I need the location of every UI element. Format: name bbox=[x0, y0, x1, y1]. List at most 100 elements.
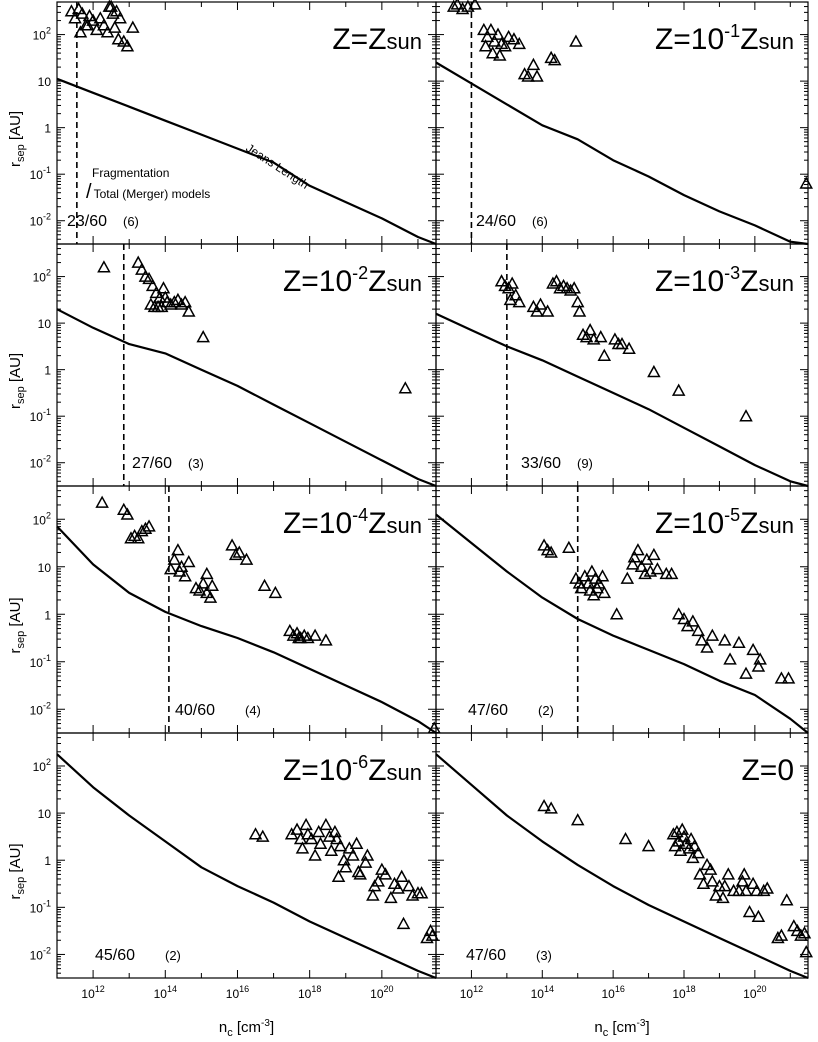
data-point bbox=[178, 569, 192, 582]
data-point bbox=[537, 798, 551, 812]
data-point bbox=[366, 888, 380, 901]
y-tick-label: 10-2 bbox=[30, 945, 51, 962]
data-point bbox=[797, 926, 812, 939]
data-point bbox=[647, 547, 661, 561]
data-point bbox=[331, 869, 346, 882]
x-axis-label: nc [cm-3] bbox=[594, 1018, 649, 1039]
fragmentation-count: 33/60 bbox=[521, 455, 561, 472]
data-point bbox=[705, 874, 720, 887]
fragmentation-count: 40/60 bbox=[175, 702, 215, 719]
merger-count: (6) bbox=[123, 214, 139, 229]
data-point bbox=[760, 881, 775, 894]
panel-3: Z=10-2Zsun 27/60 (3) 10-2 10-1 1 10 102 rsep [AU… bbox=[7, 243, 437, 488]
merger-count: (2) bbox=[538, 703, 554, 718]
data-point bbox=[593, 330, 608, 343]
data-point bbox=[622, 341, 636, 354]
data-point bbox=[131, 531, 145, 544]
data-point bbox=[200, 566, 214, 580]
data-point bbox=[493, 48, 507, 61]
fragmentation-count: 23/60 bbox=[67, 213, 107, 230]
data-point bbox=[742, 904, 757, 918]
data-point bbox=[131, 255, 145, 268]
data-point bbox=[299, 817, 313, 831]
merger-count: (3) bbox=[188, 456, 204, 471]
fragmentation-count: 47/60 bbox=[468, 702, 508, 719]
data-point bbox=[396, 916, 411, 930]
data-point bbox=[625, 557, 640, 570]
jeans-length-line bbox=[56, 525, 437, 734]
x-tick-label: 1016 bbox=[226, 984, 249, 1001]
data-point bbox=[737, 867, 751, 880]
data-point bbox=[349, 836, 364, 849]
jeans-length-line bbox=[56, 308, 437, 488]
data-point bbox=[268, 585, 283, 599]
data-point bbox=[671, 607, 686, 620]
data-point bbox=[703, 862, 718, 875]
data-point bbox=[97, 18, 111, 31]
x-tick-label: 1018 bbox=[672, 984, 695, 1001]
data-point bbox=[232, 545, 247, 558]
data-point bbox=[138, 521, 153, 534]
data-point bbox=[544, 545, 558, 558]
data-point bbox=[512, 295, 527, 308]
data-point bbox=[295, 841, 310, 854]
merger-count: (6) bbox=[532, 214, 548, 229]
data-point bbox=[405, 888, 420, 901]
data-point bbox=[735, 874, 750, 887]
data-point bbox=[167, 552, 182, 565]
panel-title: Z=10-2Zsun bbox=[283, 263, 422, 298]
data-point bbox=[544, 801, 558, 814]
y-tick-label: 102 bbox=[33, 510, 51, 527]
panel-title: Z=0 bbox=[741, 754, 794, 787]
data-point bbox=[484, 22, 498, 36]
fragmentation-count: 47/60 bbox=[466, 947, 506, 964]
y-tick-label: 102 bbox=[33, 757, 51, 774]
data-point bbox=[353, 867, 367, 880]
fragmentation-label: Fragmentation bbox=[92, 166, 169, 180]
data-point bbox=[477, 22, 491, 36]
data-point bbox=[205, 578, 219, 591]
data-point bbox=[414, 886, 429, 899]
x-axis-label: nc [cm-3] bbox=[219, 1018, 274, 1039]
data-point bbox=[721, 867, 736, 880]
data-point bbox=[732, 635, 746, 648]
y-axis-label: rsep [AU] bbox=[7, 353, 27, 409]
jeans-length-line bbox=[435, 513, 809, 734]
data-point bbox=[478, 39, 493, 52]
data-point bbox=[156, 281, 171, 294]
data-point bbox=[739, 666, 753, 679]
data-point bbox=[691, 623, 705, 637]
x-tick-label: 1016 bbox=[601, 984, 624, 1001]
data-point bbox=[425, 928, 440, 941]
data-point bbox=[585, 564, 599, 577]
panel-frame bbox=[435, 732, 809, 979]
data-point bbox=[700, 640, 714, 653]
x-tick-label: 1014 bbox=[154, 984, 177, 1001]
y-tick-label: 10-1 bbox=[30, 653, 51, 670]
data-point bbox=[634, 559, 649, 572]
y-tick-label: 102 bbox=[33, 268, 51, 285]
x-tick-label: 1014 bbox=[531, 984, 554, 1001]
data-point bbox=[290, 822, 304, 835]
jeans-length-line bbox=[56, 753, 437, 980]
data-point bbox=[308, 848, 322, 861]
y-tick-label: 10-1 bbox=[30, 165, 51, 182]
data-point bbox=[142, 519, 156, 532]
panel-7: Z=10-6Zsun 45/60 (2) 10-2 10-1 1 10 102 rsep [AU… bbox=[7, 732, 440, 1039]
jeans-length-line bbox=[435, 61, 809, 246]
data-point bbox=[319, 633, 333, 646]
data-point bbox=[135, 262, 149, 275]
data-point bbox=[163, 562, 178, 575]
panel-4: Z=10-3Zsun 33/60 (9) bbox=[435, 243, 809, 488]
data-point bbox=[673, 843, 688, 857]
data-point bbox=[563, 283, 578, 296]
data-point bbox=[562, 540, 576, 553]
data-point bbox=[358, 855, 373, 868]
data-point bbox=[239, 552, 254, 565]
fragmentation-count: 45/60 bbox=[95, 947, 135, 964]
data-point bbox=[671, 383, 686, 396]
panel-6: Z=10-5Zsun 47/60 (2) bbox=[435, 485, 809, 734]
data-point bbox=[311, 824, 326, 838]
jeans-length-label: Jeans Length bbox=[243, 141, 311, 192]
data-point bbox=[126, 20, 140, 33]
